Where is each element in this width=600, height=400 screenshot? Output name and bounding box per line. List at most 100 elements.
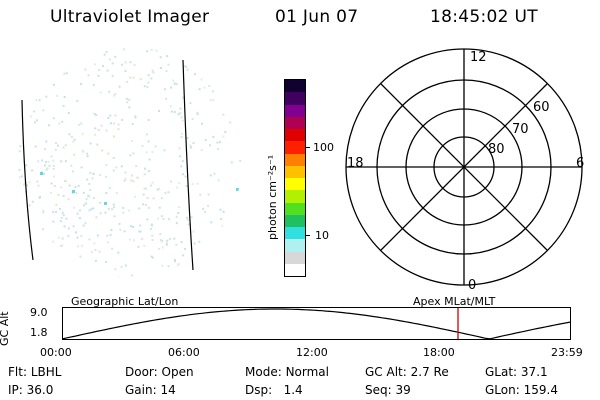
speckle-dot <box>19 145 22 148</box>
speckle-dot <box>132 152 135 155</box>
speckle-dot <box>82 224 85 227</box>
speckle-dot <box>117 123 120 126</box>
speckle-dot <box>58 266 61 269</box>
speckle-dot <box>28 181 31 184</box>
speckle-dot <box>52 211 55 214</box>
speckle-dot <box>233 277 235 279</box>
uv-image <box>18 48 245 284</box>
speckle-dot <box>210 221 213 224</box>
diagonal-15-3 <box>380 83 548 251</box>
speckle-dot <box>196 111 199 114</box>
speckle-dot <box>117 251 120 254</box>
colorbar-segment <box>285 263 305 276</box>
speckle-dot <box>223 263 226 266</box>
speckle-dot <box>114 55 117 58</box>
speckle-dot <box>174 260 176 263</box>
speckle-dot <box>147 119 150 121</box>
speckle-dot <box>209 99 212 101</box>
speckle-dot <box>158 206 161 209</box>
speckle-dot <box>135 165 138 168</box>
colorbar-tick-10-mark <box>306 235 310 236</box>
speckle-dot <box>52 159 55 162</box>
speckle-dot <box>63 225 66 228</box>
speckle-dot <box>123 230 126 233</box>
speckle-dot <box>97 129 100 131</box>
colorbar-segment <box>285 80 305 93</box>
speckle-dot <box>164 191 167 194</box>
speckle-dot <box>184 52 187 55</box>
speckle-dot <box>183 65 186 68</box>
speckle-dot <box>147 140 150 143</box>
speckle-dot <box>43 172 45 175</box>
speckle-dot <box>28 57 31 60</box>
speckle-dot <box>21 175 23 178</box>
speckle-dot <box>102 65 105 68</box>
colorbar-segment <box>285 153 305 166</box>
speckle-dot <box>175 215 178 218</box>
speckle-dot <box>200 148 203 151</box>
speckle-dot <box>217 148 220 151</box>
speckle-dot <box>189 57 192 60</box>
speckle-dot <box>232 251 235 254</box>
speckle-dot <box>84 222 87 225</box>
speckle-dot <box>167 265 170 268</box>
speckle-dot <box>131 174 134 177</box>
speckle-dot <box>186 216 188 219</box>
speckle-dot <box>161 246 164 249</box>
speckle-dot <box>189 102 192 105</box>
colorbar-segment <box>285 92 305 105</box>
speckle-dot <box>107 152 110 155</box>
speckle-dot <box>193 73 196 76</box>
speckle-dot <box>143 187 146 190</box>
speckle-dot <box>96 234 99 237</box>
speckle-dot <box>36 246 39 248</box>
speckle-dot <box>160 215 163 218</box>
speckle-dot <box>170 180 172 183</box>
orbit-y-label: GC Alt <box>0 311 11 346</box>
speckle-dot <box>56 94 59 97</box>
speckle-dot <box>94 249 97 251</box>
speckle-dot <box>203 86 206 89</box>
speckle-dot <box>202 207 205 210</box>
speckle-dot <box>47 160 50 163</box>
speckle-dot <box>176 186 179 189</box>
speckle-dot <box>192 230 195 233</box>
speckle-dot <box>181 119 184 122</box>
speckle-dot <box>65 72 68 75</box>
speckle-dot <box>105 50 108 53</box>
speckle-dot <box>37 184 40 187</box>
speckle-dot <box>59 220 62 223</box>
status-gain: Gain: 14 <box>125 383 176 397</box>
x-tick-1800: 18:00 <box>423 346 455 359</box>
colorbar-segment <box>285 141 305 154</box>
speckle-dot <box>166 239 169 242</box>
speckle-dot <box>173 82 176 85</box>
speckle-dot <box>163 88 166 91</box>
speckle-dot <box>201 59 204 62</box>
speckle-dot <box>212 90 215 93</box>
speckle-dot <box>130 225 133 228</box>
speckle-dot <box>243 282 245 284</box>
speckle-dot <box>30 73 33 76</box>
speckle-dot <box>219 141 222 144</box>
speckle-dot <box>49 248 51 251</box>
speckle-dot <box>34 121 36 124</box>
status-filter: Flt: LBHL <box>8 365 62 379</box>
speckle-dot <box>87 74 90 77</box>
speckle-dot <box>239 160 242 162</box>
speckle-dot <box>213 172 216 175</box>
speckle-dot <box>61 120 64 123</box>
speckle-dot <box>62 104 65 107</box>
speckle-dot <box>237 248 240 251</box>
speckle-dot <box>196 113 199 116</box>
speckle-dot <box>232 65 235 68</box>
speckle-dot <box>180 116 183 119</box>
speckle-dot <box>233 71 236 74</box>
speckle-dot <box>91 251 93 253</box>
speckle-dot <box>129 61 132 64</box>
speckle-dot <box>196 182 199 185</box>
speckle-dot <box>113 135 115 138</box>
speckle-dot <box>217 179 220 182</box>
speckle-dot <box>52 167 55 170</box>
speckle-dot <box>110 229 113 231</box>
